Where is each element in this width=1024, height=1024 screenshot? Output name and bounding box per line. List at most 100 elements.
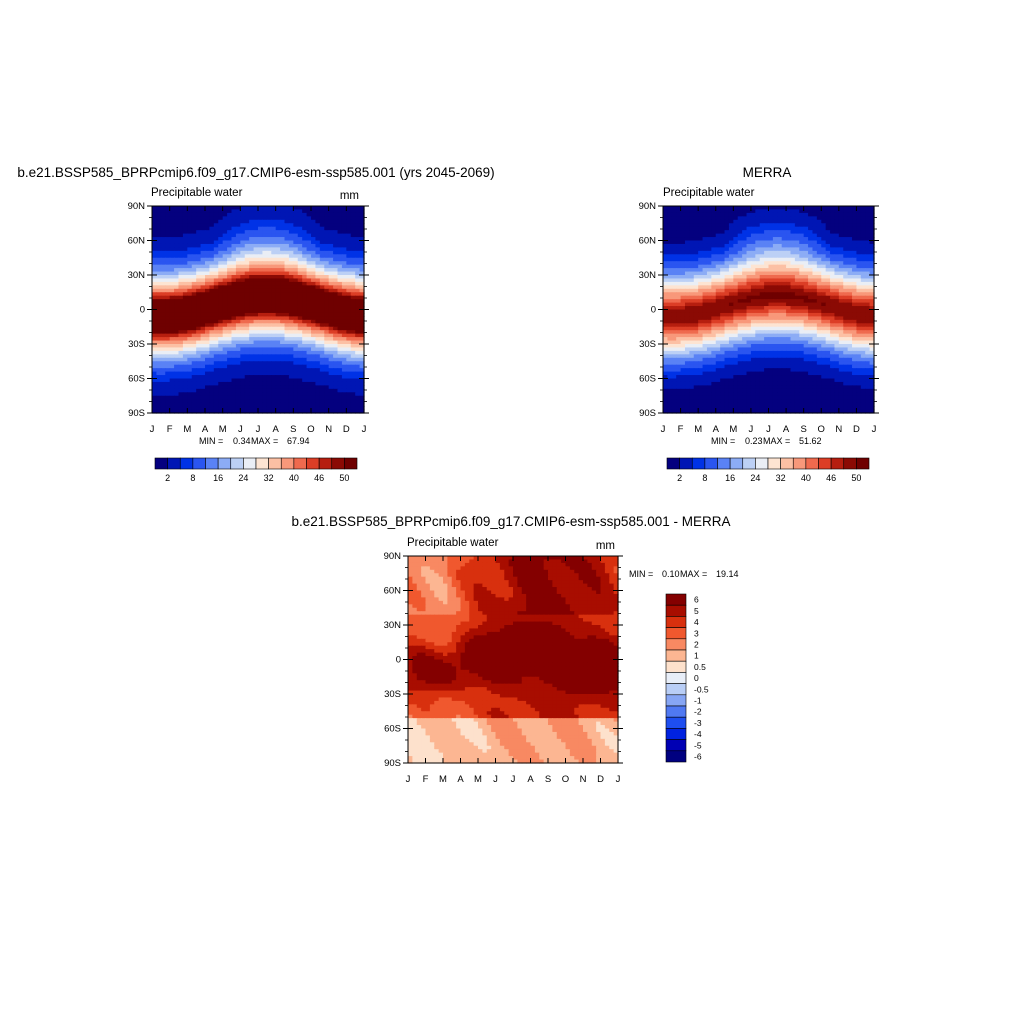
heatmap-cell (285, 389, 290, 393)
heatmap-cell (214, 354, 219, 358)
heatmap-cell (329, 237, 334, 241)
heatmap-cell (285, 392, 290, 396)
heatmap-cell (209, 354, 214, 358)
heatmap-cell (355, 382, 360, 386)
heatmap-cell (298, 241, 303, 245)
heatmap-cell (293, 220, 298, 224)
heatmap-cell (773, 289, 778, 293)
heatmap-cell (755, 282, 760, 286)
heatmap-cell (232, 213, 237, 217)
heatmap-cell (804, 206, 809, 210)
heatmap-cell (298, 296, 303, 300)
heatmap-cell (698, 227, 703, 231)
heatmap-cell (298, 330, 303, 334)
heatmap-cell (262, 337, 267, 341)
heatmap-cell (830, 268, 835, 272)
heatmap-cell (676, 216, 681, 220)
figure-canvas: b.e21.BSSP585_BPRPcmip6.f09_g17.CMIP6-es… (0, 0, 1024, 1024)
heatmap-cell (289, 220, 294, 224)
heatmap-cell (755, 323, 760, 327)
heatmap-cell (249, 258, 254, 262)
heatmap-cell (720, 299, 725, 303)
heatmap-cell (179, 399, 184, 403)
heatmap-cell (227, 289, 232, 293)
heatmap-cell (174, 354, 179, 358)
heatmap-cell (725, 268, 730, 272)
heatmap-cell (346, 254, 351, 258)
heatmap-cell (342, 375, 347, 379)
heatmap-cell (170, 375, 175, 379)
heatmap-cell (236, 244, 241, 248)
heatmap-cell (293, 306, 298, 310)
heatmap-cell (232, 299, 237, 303)
heatmap-cell (267, 272, 272, 276)
heatmap-cell (183, 241, 188, 245)
heatmap-cell (351, 234, 356, 238)
heatmap-cell (262, 379, 267, 383)
heatmap-cell (156, 330, 161, 334)
heatmap-cell (205, 406, 210, 410)
heatmap-cell (320, 320, 325, 324)
heatmap-cell (187, 254, 192, 258)
heatmap-cell (346, 399, 351, 403)
heatmap-cell (839, 334, 844, 338)
heatmap-cell (293, 303, 298, 307)
heatmap-cell (240, 237, 245, 241)
heatmap-cell (293, 213, 298, 217)
heatmap-cell (742, 268, 747, 272)
heatmap-cell (685, 268, 690, 272)
heatmap-cell (170, 354, 175, 358)
heatmap-cell (799, 254, 804, 258)
heatmap-cell (201, 220, 206, 224)
heatmap-cell (856, 234, 861, 238)
heatmap-cell (183, 282, 188, 286)
heatmap-cell (782, 344, 787, 348)
heatmap-cell (346, 265, 351, 269)
heatmap-cell (267, 330, 272, 334)
heatmap-cell (689, 313, 694, 317)
heatmap-cell (346, 282, 351, 286)
heatmap-cell (689, 282, 694, 286)
heatmap-cell (338, 272, 343, 276)
heatmap-cell (245, 296, 250, 300)
heatmap-cell (821, 313, 826, 317)
heatmap-cell (747, 330, 752, 334)
heatmap-cell (843, 327, 848, 331)
heatmap-cell (812, 310, 817, 314)
heatmap-cell (156, 403, 161, 407)
heatmap-cell (249, 268, 254, 272)
heatmap-cell (258, 230, 263, 234)
heatmap-cell (240, 234, 245, 238)
heatmap-cell (848, 285, 853, 289)
heatmap-cell (747, 310, 752, 314)
heatmap-cell (209, 334, 214, 338)
heatmap-cell (280, 334, 285, 338)
heatmap-cell (338, 241, 343, 245)
heatmap-cell (236, 251, 241, 255)
heatmap-cell (843, 206, 848, 210)
heatmap-cell (333, 209, 338, 213)
heatmap-cell (329, 320, 334, 324)
heatmap-cell (720, 268, 725, 272)
heatmap-cell (267, 296, 272, 300)
heatmap-cell (720, 251, 725, 255)
heatmap-cell (663, 223, 668, 227)
heatmap-cell (196, 382, 201, 386)
heatmap-cell (293, 399, 298, 403)
heatmap-cell (711, 306, 716, 310)
heatmap-cell (209, 403, 214, 407)
heatmap-cell (249, 292, 254, 296)
heatmap-cell (289, 306, 294, 310)
heatmap-cell (839, 251, 844, 255)
heatmap-cell (285, 275, 290, 279)
heatmap-cell (293, 265, 298, 269)
heatmap-cell (205, 258, 210, 262)
heatmap-cell (786, 223, 791, 227)
heatmap-cell (747, 213, 752, 217)
heatmap-cell (298, 223, 303, 227)
heatmap-cell (795, 303, 800, 307)
heatmap-cell (738, 206, 743, 210)
heatmap-cell (755, 285, 760, 289)
heatmap-cell (329, 227, 334, 231)
heatmap-cell (843, 296, 848, 300)
